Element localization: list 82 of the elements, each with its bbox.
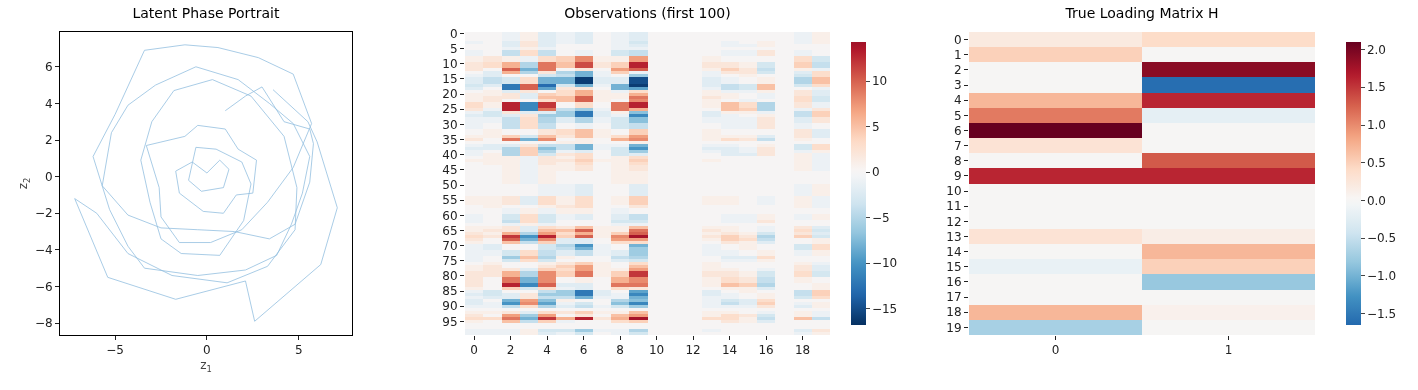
y-tick-label: 16 <box>946 275 962 290</box>
y-tick-label: 12 <box>946 214 962 229</box>
y-tick-label: 7 <box>953 138 962 153</box>
y-tick-label: −2 <box>34 206 53 221</box>
y-tick-label: 8 <box>953 153 962 168</box>
line-series <box>74 44 338 322</box>
y-tick-label: 0 <box>44 169 53 184</box>
x-tick-label: 12 <box>685 343 701 358</box>
y-tick-label: 19 <box>946 320 962 335</box>
color-bar-label: 5 <box>871 119 880 134</box>
y-tick-label: 4 <box>953 93 962 108</box>
y-tick-label: 55 <box>442 193 458 208</box>
y-tick-label: 90 <box>442 299 458 314</box>
color-bar-label: −0.5 <box>1366 231 1397 246</box>
color-bar-label: −1.5 <box>1366 306 1397 321</box>
y-tick-label: 0 <box>449 26 458 41</box>
x-tick-label: −5 <box>106 343 124 358</box>
x-tick-label: 0 <box>1051 343 1060 358</box>
color-bar-label: 10 <box>871 74 888 89</box>
y-tick-label: 2 <box>953 63 962 78</box>
y-tick-label: 85 <box>442 284 458 299</box>
y-tick-label: 20 <box>442 87 458 102</box>
y-tick-label: 80 <box>442 269 458 284</box>
y-tick-label: 95 <box>442 314 458 329</box>
color-bar-label: −10 <box>871 256 898 271</box>
y-tick-label: 17 <box>946 290 962 305</box>
y-tick-label: 70 <box>442 238 458 253</box>
y-tick-label: 6 <box>44 59 53 74</box>
color-bar-label: −15 <box>871 301 898 316</box>
y-tick-label: 15 <box>946 260 962 275</box>
chart-title: True Loading Matrix H <box>1064 4 1219 21</box>
y-tick-label: 3 <box>953 78 962 93</box>
color-bar-label: −1.0 <box>1366 269 1397 284</box>
y-tick-label: 35 <box>442 132 458 147</box>
y-tick-label: 14 <box>946 244 962 259</box>
x-tick-label: 18 <box>794 343 811 358</box>
x-tick-label: 6 <box>579 343 588 358</box>
y-tick-label: 2 <box>44 133 53 148</box>
x-tick-label: 0 <box>203 343 211 358</box>
color-bar-label: 0.0 <box>1366 193 1386 208</box>
y-tick-label: 30 <box>442 117 458 132</box>
y-tick-label: 0 <box>953 32 962 47</box>
y-tick-label: 25 <box>442 102 458 117</box>
x-tick-label: 0 <box>470 343 478 358</box>
y-tick-label: 5 <box>449 41 458 56</box>
y-tick-label: 13 <box>946 229 962 244</box>
y-tick-label: 45 <box>442 163 458 178</box>
x-tick-label: 5 <box>294 343 303 358</box>
y-tick-label: 50 <box>442 178 458 193</box>
y-tick-label: 60 <box>442 208 458 223</box>
y-tick-label: 10 <box>946 184 962 199</box>
y-tick-label: 5 <box>953 108 962 123</box>
y-tick-label: −6 <box>34 279 53 294</box>
y-tick-label: 65 <box>442 223 458 238</box>
color-bar-label: 2.0 <box>1366 42 1386 57</box>
x-tick-label: 10 <box>648 343 665 358</box>
chart-title: Latent Phase Portrait <box>132 4 281 21</box>
color-bar-label: 1.5 <box>1366 80 1386 95</box>
x-tick-label: 2 <box>506 343 515 358</box>
y-tick-label: 1 <box>953 47 962 62</box>
x-tick-label: 8 <box>616 343 624 358</box>
y-tick-label: 15 <box>442 72 458 87</box>
y-tick-label: 18 <box>946 305 962 320</box>
y-tick-label: −8 <box>34 316 53 331</box>
x-tick-label: 4 <box>543 343 551 358</box>
y-tick-label: 40 <box>442 147 458 162</box>
y-tick-label: 11 <box>946 199 962 214</box>
color-bar-label: 0 <box>871 165 880 180</box>
y-tick-label: −4 <box>34 243 53 258</box>
y-tick-label: 75 <box>442 253 458 268</box>
x-axis-title: z$_{1}$ <box>200 358 212 374</box>
y-tick-label: 9 <box>953 169 962 184</box>
y-tick-label: 6 <box>953 123 962 138</box>
x-tick-label: 1 <box>1224 343 1233 358</box>
color-bar-label: 1.0 <box>1366 118 1386 133</box>
x-tick-label: 16 <box>758 343 774 358</box>
y-tick-label: 4 <box>44 96 53 111</box>
color-bar-label: −5 <box>871 210 890 225</box>
x-tick-label: 14 <box>721 343 738 358</box>
y-tick-label: 10 <box>442 57 458 72</box>
color-bar-label: 0.5 <box>1366 155 1386 170</box>
chart-title: Observations (first 100) <box>564 4 731 21</box>
